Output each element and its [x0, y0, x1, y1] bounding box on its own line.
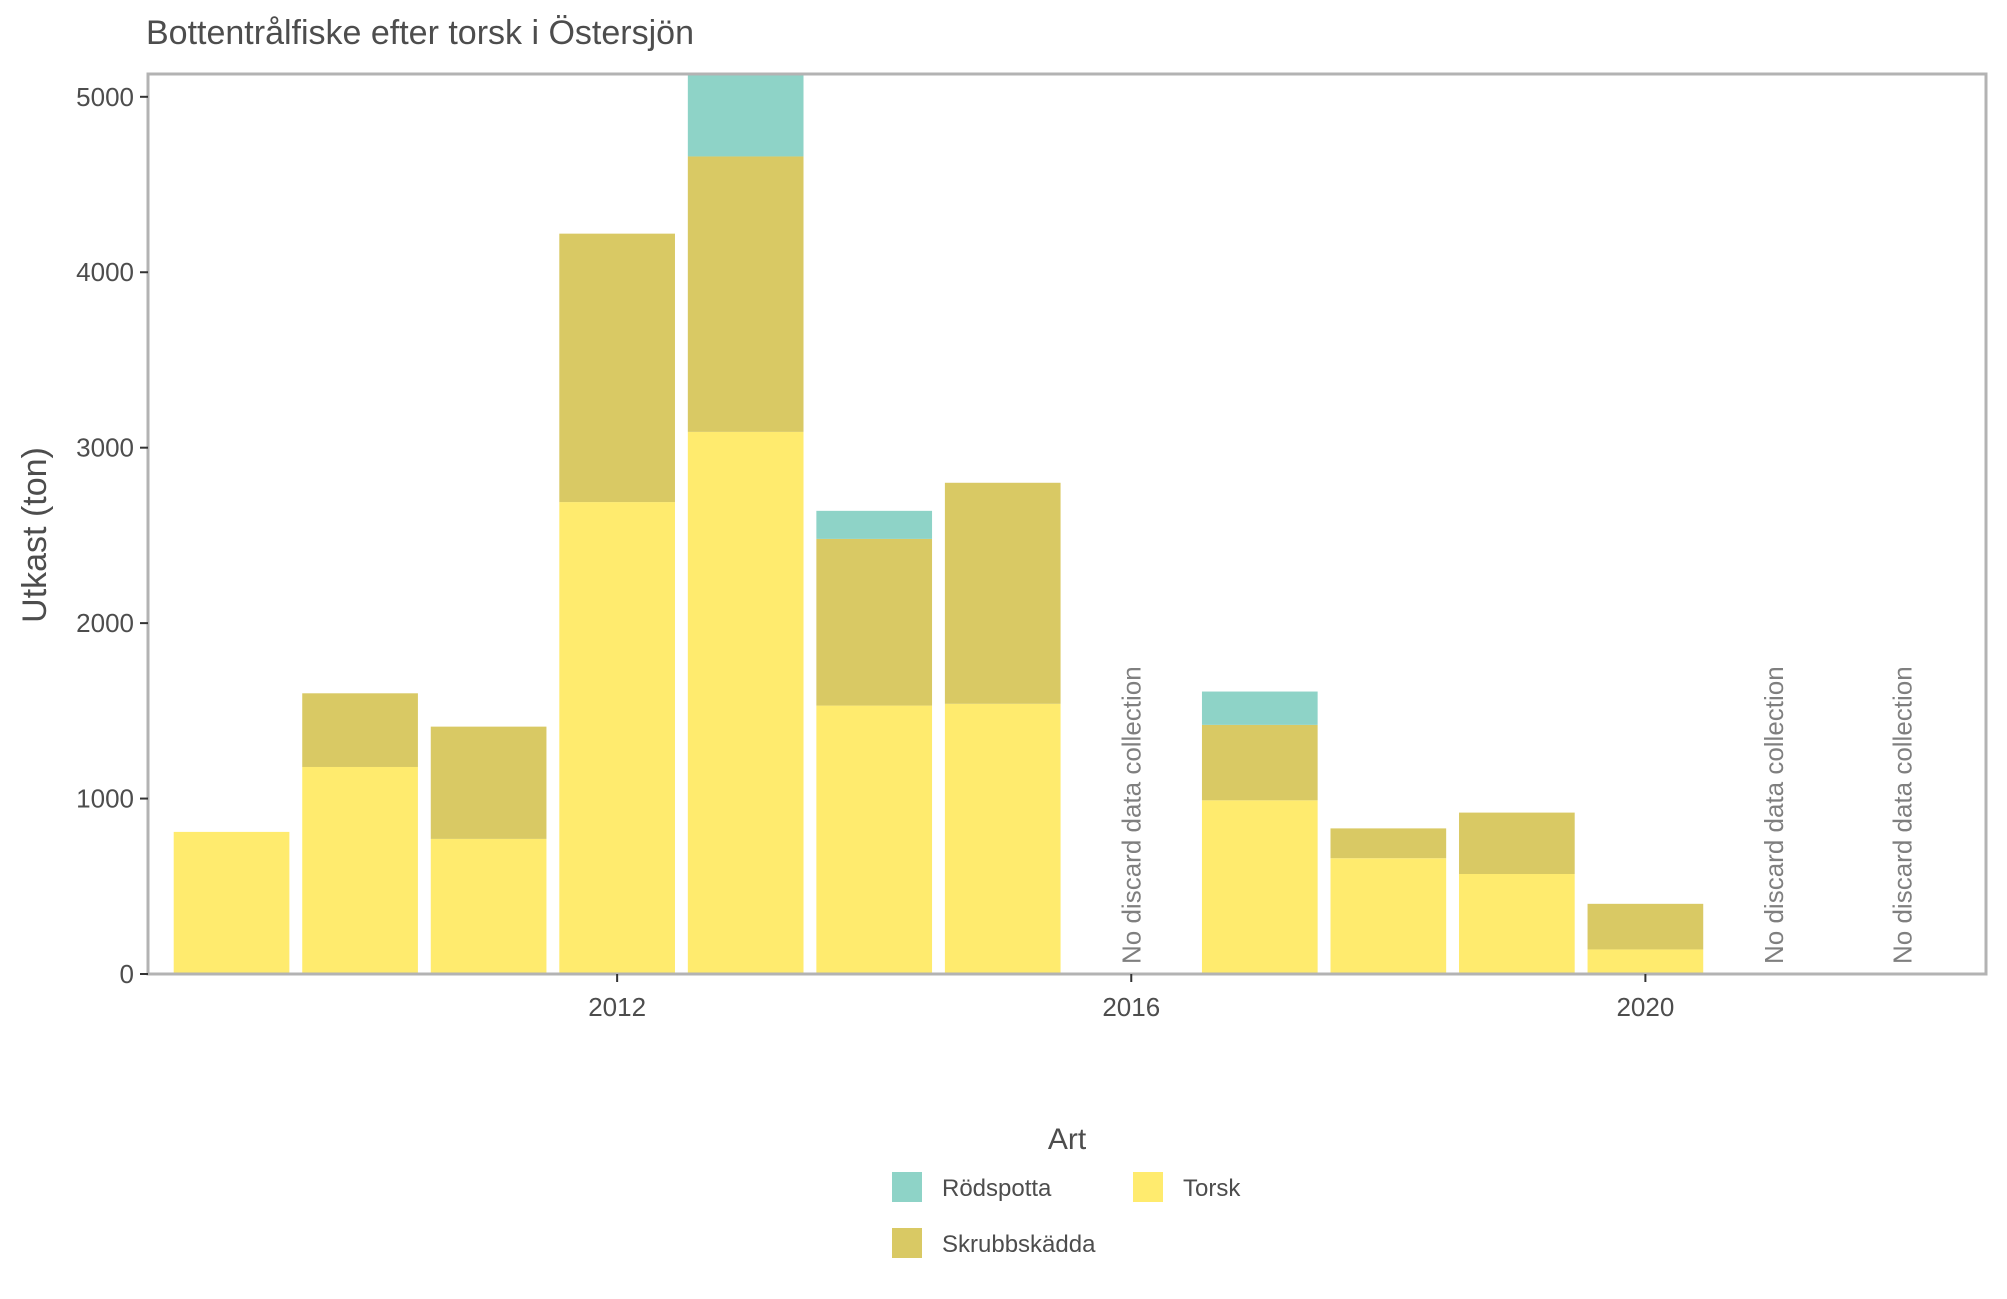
bar-skrubbsk-dda-2015: [944, 482, 1061, 704]
x-axis: 2012 2016 2020: [588, 974, 1674, 1022]
bar-skrubbsk-dda-2011: [430, 726, 547, 839]
legend-title: Art: [1048, 1123, 1087, 1156]
bar-r-dspotta-2017: [1201, 691, 1318, 725]
y-tick-label-4000: 4000: [76, 257, 134, 287]
plot-panel-border: [146, 72, 1988, 976]
bar-torsk-2020: [1587, 949, 1704, 974]
bar-torsk-2010: [302, 766, 418, 974]
y-tick-label-0: 0: [120, 959, 134, 989]
bar-torsk-2019: [1459, 874, 1575, 974]
y-tick-label-2000: 2000: [76, 608, 134, 638]
bars-group: [173, 74, 1704, 974]
bar-torsk-2018: [1330, 858, 1447, 974]
bar-torsk-2017: [1201, 800, 1318, 974]
annotation-no-data-2016: No discard data collection: [1116, 666, 1146, 964]
bar-torsk-2014: [816, 705, 933, 974]
legend-label-r-dspotta: Rödspotta: [942, 1175, 1052, 1202]
annotation-no-data-2021: No discard data collection: [1759, 666, 1789, 964]
bar-skrubbsk-dda-2012: [559, 233, 675, 503]
legend-swatch-skrubbsk-dda: [892, 1228, 922, 1258]
bar-skrubbsk-dda-2010: [302, 693, 418, 767]
x-tick-label-2016: 2016: [1102, 992, 1160, 1022]
y-tick-label-1000: 1000: [76, 784, 134, 814]
bar-skrubbsk-dda-2020: [1587, 903, 1704, 950]
bar-torsk-2012: [559, 502, 675, 974]
legend-swatch-r-dspotta: [892, 1172, 922, 1202]
x-tick-label-2012: 2012: [588, 992, 646, 1022]
legend-swatch-torsk: [1133, 1172, 1163, 1202]
x-tick-label-2020: 2020: [1616, 992, 1674, 1022]
bar-torsk-2011: [430, 838, 547, 974]
legend-label-skrubbsk-dda: Skrubbskädda: [942, 1231, 1096, 1258]
y-axis: 0 1000 2000 3000 4000 5000: [76, 82, 148, 989]
bar-torsk-2015: [944, 703, 1061, 974]
y-tick-label-5000: 5000: [76, 82, 134, 112]
bar-torsk-2009: [173, 831, 290, 974]
bar-r-dspotta-2013: [687, 74, 804, 157]
bar-r-dspotta-2014: [816, 510, 933, 539]
bar-skrubbsk-dda-2018: [1330, 828, 1447, 859]
legend: Art Rödspotta Torsk Skrubbskädda: [892, 1123, 1241, 1258]
bar-skrubbsk-dda-2019: [1459, 812, 1575, 874]
bar-skrubbsk-dda-2014: [816, 538, 933, 706]
legend-label-torsk: Torsk: [1183, 1175, 1241, 1202]
bar-skrubbsk-dda-2013: [687, 156, 804, 432]
chart-title: Bottentrålfiske efter torsk i Östersjön: [146, 14, 694, 52]
y-tick-label-3000: 3000: [76, 433, 134, 463]
annotation-no-data-2022: No discard data collection: [1887, 666, 1917, 964]
bar-torsk-2013: [687, 431, 804, 974]
annotations-group: No discard data collection No discard dat…: [1116, 666, 1917, 964]
y-axis-label: Utkast (ton): [16, 447, 54, 623]
bar-skrubbsk-dda-2017: [1201, 724, 1318, 801]
